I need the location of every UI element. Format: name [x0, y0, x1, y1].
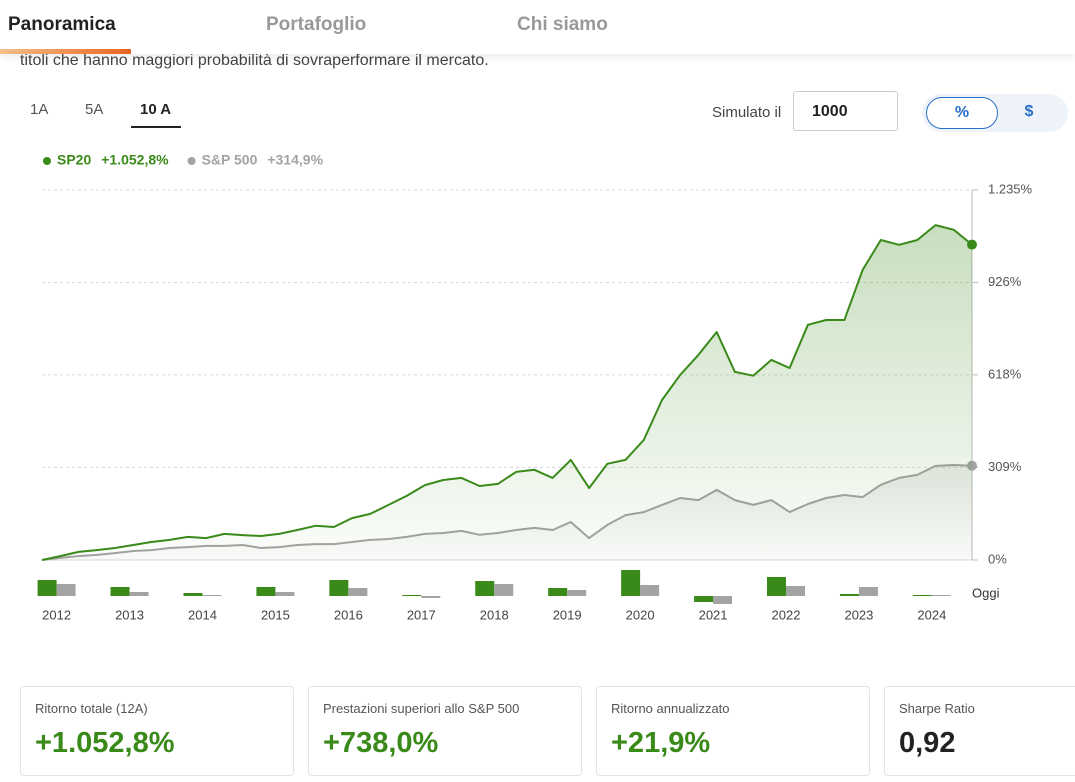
y-tick-label: 1.235%	[988, 181, 1033, 196]
stat-label: Ritorno annualizzato	[611, 701, 730, 716]
period-option[interactable]: 5A	[85, 101, 104, 118]
top-nav: Panoramica Portafoglio Chi siamo	[0, 0, 1075, 54]
annual-bar	[129, 592, 149, 596]
legend-dot	[187, 157, 196, 165]
stat-card: Ritorno annualizzato +21,9%	[596, 686, 870, 776]
annual-bar	[110, 587, 130, 596]
annual-bar	[786, 586, 805, 596]
unit-option[interactable]: $	[1024, 103, 1034, 120]
x-tick-label: 2017	[407, 607, 436, 622]
stat-value: +738,0%	[323, 727, 439, 759]
x-tick-label: 2013	[115, 607, 144, 622]
series-line	[41, 224, 973, 561]
annual-bar	[912, 595, 932, 596]
annual-bar	[475, 581, 495, 596]
stat-card: Ritorno totale (12A) +1.052,8%	[20, 686, 294, 776]
annual-bar	[56, 584, 76, 596]
amount-input[interactable]: 1000	[793, 91, 898, 131]
stat-card: Sharpe Ratio 0,92	[884, 686, 1075, 776]
x-tick-label: 2014	[188, 607, 217, 622]
annual-bar	[183, 593, 203, 596]
annual-bar	[839, 594, 859, 596]
x-tick-label: 2020	[626, 607, 655, 622]
unit-toggle: % $	[922, 94, 1068, 132]
annual-bar	[694, 596, 714, 602]
annual-bar	[858, 587, 878, 596]
annual-bar	[494, 584, 514, 596]
x-tick-label: 2019	[553, 607, 582, 622]
legend-value: +1.052,8%	[101, 152, 169, 168]
annual-bar	[348, 588, 368, 596]
stat-label: Sharpe Ratio	[899, 701, 975, 716]
intro-text: titoli che hanno maggiori probabilità di…	[20, 52, 489, 69]
annual-bar	[640, 585, 660, 596]
x-tick-label: 2018	[480, 607, 509, 622]
period-option[interactable]: 10 A	[140, 101, 172, 118]
legend-dot	[43, 157, 51, 165]
x-tick-label: 2012	[42, 607, 71, 622]
unit-option[interactable]: %	[926, 97, 998, 129]
stat-value: 0,92	[899, 727, 956, 759]
x-tick-label: 2022	[772, 607, 801, 622]
legend-name: S&P 500	[202, 152, 258, 168]
legend-value: +314,9%	[267, 152, 323, 168]
nav-tab[interactable]: Portafoglio	[266, 14, 367, 35]
annual-bar	[621, 570, 641, 596]
nav-tab[interactable]: Panoramica	[8, 14, 116, 35]
x-tick-label: 2023	[844, 607, 873, 622]
x-tick-label: 2015	[261, 607, 290, 622]
annual-bar	[329, 580, 349, 596]
stat-card: Prestazioni superiori allo S&P 500 +738,0…	[308, 686, 582, 776]
stat-label: Prestazioni superiori allo S&P 500	[323, 701, 520, 716]
annual-bar	[713, 596, 733, 604]
chart: 0% 309% 618% 926% 1.235% SP20 +1.052,8% S&P 500…	[37, 152, 1033, 622]
annual-bar	[402, 595, 422, 596]
legend-name: SP20	[57, 152, 91, 168]
annual-bar	[256, 587, 276, 596]
annual-bar	[275, 592, 295, 596]
series-area	[42, 225, 972, 560]
stat-label: Ritorno totale (12A)	[35, 701, 148, 716]
y-tick-label: 926%	[988, 274, 1022, 289]
nav-tab[interactable]: Chi siamo	[517, 14, 608, 35]
x-tick-label: 2021	[699, 607, 728, 622]
end-point	[967, 239, 977, 250]
active-tab-indicator	[0, 49, 131, 54]
annual-bar	[421, 596, 441, 598]
x-tick-label: 2024	[917, 607, 946, 622]
y-tick-label: 0%	[988, 551, 1007, 566]
period-indicator	[131, 126, 181, 128]
stat-value: +1.052,8%	[35, 727, 175, 759]
annual-bar	[37, 580, 57, 596]
period-option[interactable]: 1A	[30, 101, 49, 118]
x-end-label: Oggi	[972, 585, 1000, 600]
annual-bar	[548, 588, 568, 596]
y-tick-label: 309%	[988, 459, 1022, 474]
y-tick-label: 618%	[988, 366, 1022, 381]
annual-bar	[767, 577, 786, 596]
stat-value: +21,9%	[611, 727, 711, 759]
annual-bar	[931, 595, 951, 596]
annual-bar	[202, 595, 222, 596]
x-tick-label: 2016	[334, 607, 363, 622]
simulate-label: Simulato il	[712, 104, 782, 121]
annual-bar	[567, 590, 587, 596]
